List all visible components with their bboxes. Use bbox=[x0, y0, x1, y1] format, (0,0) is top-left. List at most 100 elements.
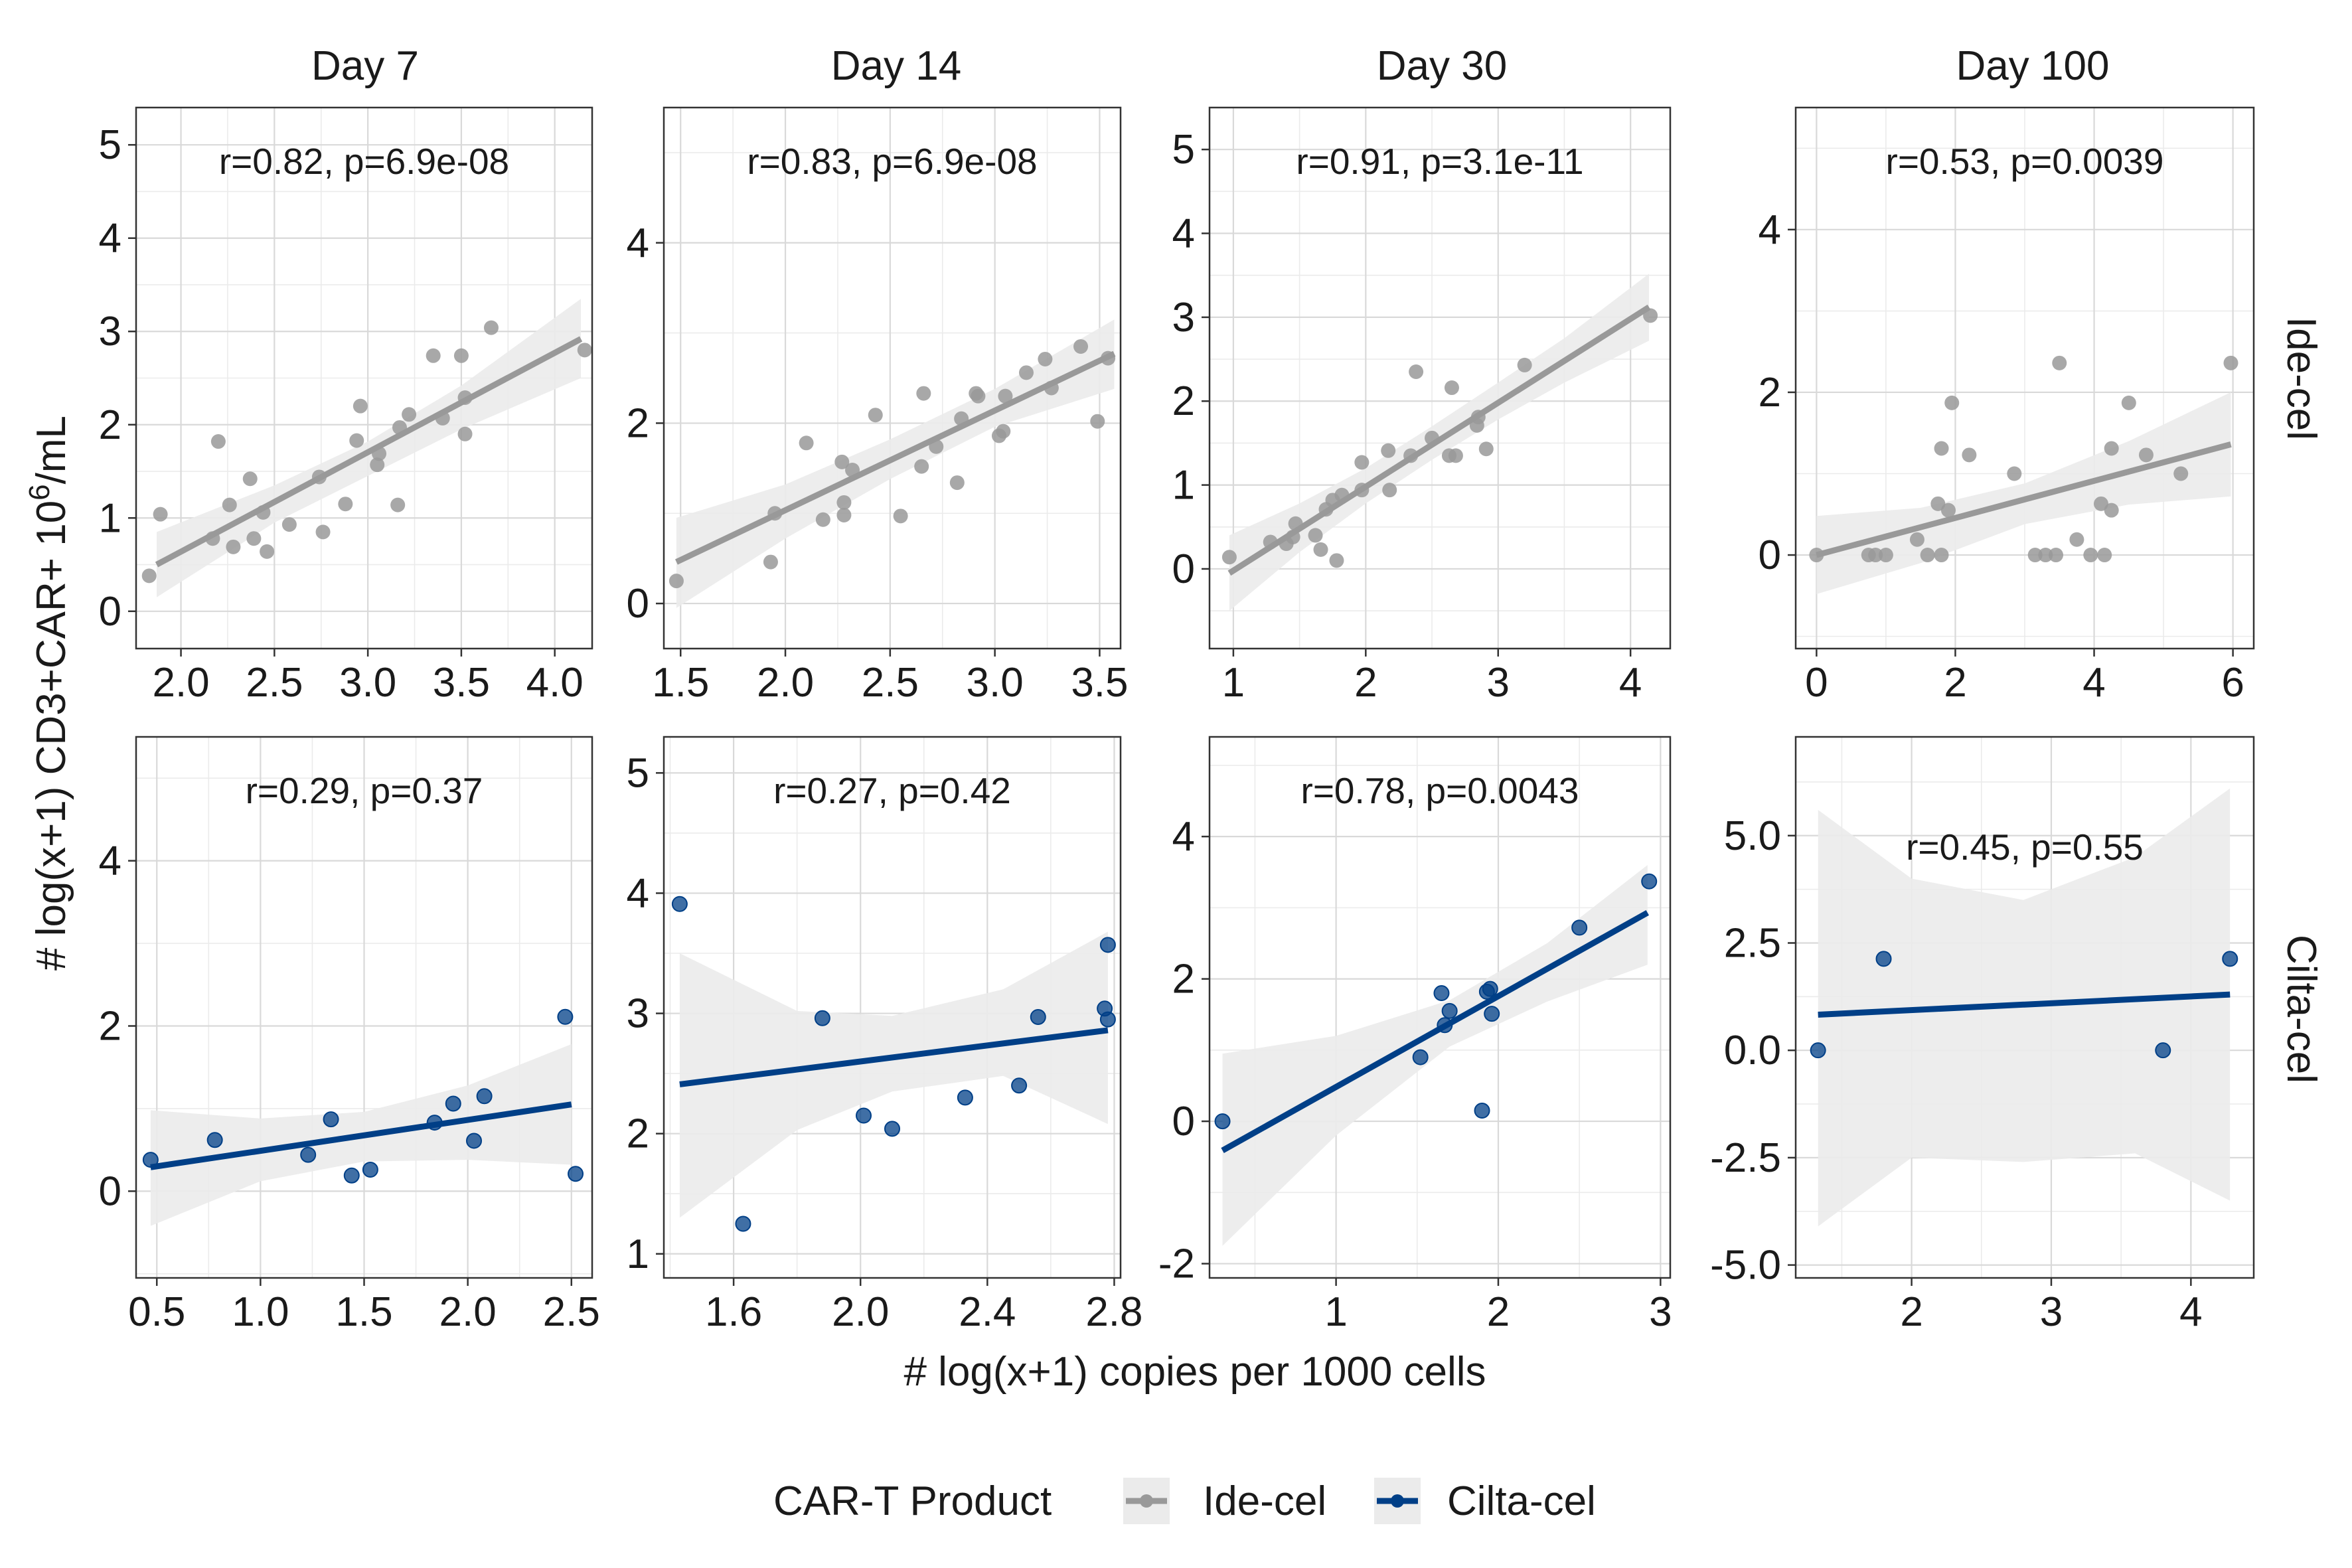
data-point bbox=[300, 1146, 317, 1163]
panel-border bbox=[1208, 736, 1672, 1279]
x-tick-label: 1.0 bbox=[232, 1289, 289, 1335]
x-tick-label: 2.5 bbox=[862, 660, 919, 706]
y-tick-label: 0 bbox=[99, 589, 121, 635]
data-point bbox=[834, 454, 850, 469]
y-axis-title-superscript: 6 bbox=[23, 484, 56, 500]
data-point bbox=[2104, 503, 2119, 518]
data-point bbox=[153, 507, 168, 522]
data-point bbox=[226, 539, 241, 554]
x-tick-label: 2.4 bbox=[959, 1289, 1016, 1335]
data-point bbox=[1962, 447, 1977, 463]
data-point bbox=[1810, 1042, 1826, 1059]
panel-border bbox=[663, 106, 1122, 650]
panel-border bbox=[1794, 736, 2255, 1279]
confidence-band bbox=[1222, 865, 1648, 1246]
data-point bbox=[2173, 466, 2189, 481]
x-tick-label: 4 bbox=[1619, 660, 1642, 706]
data-point bbox=[1641, 873, 1658, 890]
strip-label-day-100: Day 100 bbox=[1956, 43, 2110, 89]
panel-plot-area bbox=[1796, 737, 2254, 1278]
panel-ide-cel-day-100: r=0.53, p=0.0039 0 2 4 6 0 2 4 bbox=[1759, 106, 2255, 706]
data-point bbox=[1571, 919, 1588, 936]
data-point bbox=[884, 1121, 900, 1137]
data-point bbox=[1868, 548, 1883, 563]
data-point bbox=[206, 1132, 223, 1148]
data-point bbox=[338, 497, 353, 512]
data-point bbox=[1018, 365, 1034, 380]
data-point bbox=[483, 320, 499, 335]
panel-cilta-cel-day-14: r=0.27, p=0.42 1.6 2.0 2.4 2.8 1 2 3 4 5 bbox=[627, 736, 1143, 1335]
data-point bbox=[466, 1133, 483, 1149]
regression-line bbox=[1227, 304, 1651, 576]
data-point bbox=[281, 517, 297, 532]
x-tick-label: 6 bbox=[2221, 660, 2244, 706]
data-point bbox=[1920, 548, 1935, 563]
data-point bbox=[2083, 548, 2098, 563]
data-point bbox=[1412, 1049, 1429, 1065]
data-point bbox=[893, 509, 908, 524]
data-point bbox=[457, 426, 473, 441]
x-tick-label: 2.0 bbox=[832, 1289, 889, 1335]
x-tick-label: 2 bbox=[1487, 1289, 1510, 1335]
x-tick-label: 3.0 bbox=[339, 660, 396, 706]
y-tick-label: 0.0 bbox=[1724, 1028, 1781, 1073]
data-point bbox=[1038, 351, 1053, 366]
panel-cilta-cel-day-7: r=0.29, p=0.37 0.5 1.0 1.5 2.0 2.5 0 2 4 bbox=[99, 736, 600, 1335]
x-tick-label: 4.0 bbox=[526, 660, 584, 706]
x-tick-label: 3.0 bbox=[967, 660, 1024, 706]
y-tick-label: 5 bbox=[1172, 127, 1195, 173]
data-point bbox=[1433, 985, 1450, 1002]
data-point bbox=[323, 1111, 339, 1128]
legend-key-point bbox=[1140, 1494, 1153, 1508]
data-point bbox=[1930, 496, 1946, 511]
data-point bbox=[2121, 395, 2136, 410]
x-tick-label: 2.5 bbox=[246, 660, 303, 706]
x-tick-label: 3 bbox=[1487, 660, 1510, 706]
data-point bbox=[1517, 357, 1532, 372]
data-point bbox=[2027, 548, 2043, 563]
data-point bbox=[868, 408, 883, 423]
y-tick-label: 4 bbox=[1172, 211, 1195, 257]
panel-border bbox=[663, 736, 1122, 1279]
x-tick-label: 3 bbox=[1649, 1289, 1672, 1335]
data-point bbox=[246, 531, 262, 546]
strip-label-day-30: Day 30 bbox=[1377, 43, 1507, 89]
data-point bbox=[1444, 380, 1459, 396]
legend-key-point bbox=[1391, 1494, 1404, 1508]
y-tick-label: 1 bbox=[627, 1231, 649, 1277]
data-point bbox=[260, 544, 275, 559]
x-tick-label: 4 bbox=[2179, 1289, 2202, 1335]
data-point bbox=[2223, 355, 2238, 370]
data-point bbox=[2222, 951, 2238, 967]
y-tick-label: 0 bbox=[1759, 532, 1781, 578]
correlation-annotation: r=0.53, p=0.0039 bbox=[1886, 141, 2164, 182]
legend-title: CAR-T Product bbox=[773, 1478, 1052, 1524]
y-tick-label: -2.5 bbox=[1710, 1135, 1781, 1181]
data-point bbox=[916, 386, 931, 401]
y-tick-label: 2 bbox=[627, 1111, 649, 1157]
legend-label-cilta-cel: Cilta-cel bbox=[1447, 1478, 1596, 1524]
data-point bbox=[1909, 532, 1924, 547]
data-point bbox=[557, 1008, 574, 1025]
data-point bbox=[1329, 553, 1344, 568]
data-point bbox=[390, 497, 406, 512]
y-tick-label: 4 bbox=[1759, 207, 1781, 253]
x-tick-label: 4 bbox=[2082, 660, 2105, 706]
y-tick-label: 2 bbox=[99, 402, 121, 448]
data-point bbox=[426, 348, 441, 363]
panel-plot-area bbox=[1210, 737, 1670, 1278]
data-point bbox=[799, 435, 814, 451]
data-point bbox=[1934, 548, 1949, 563]
x-tick-label: 2.0 bbox=[152, 660, 209, 706]
data-point bbox=[242, 471, 258, 487]
data-point bbox=[343, 1167, 360, 1184]
y-tick-label: 1 bbox=[1172, 463, 1195, 509]
panel-ide-cel-day-30: r=0.91, p=3.1e-11 1 2 3 4 0 1 2 3 4 5 bbox=[1172, 106, 1672, 706]
data-point bbox=[577, 343, 592, 358]
panel-border bbox=[135, 106, 593, 650]
y-axis-title: # log(x+1) CD3+CAR+ 106/mL bbox=[23, 416, 74, 971]
x-tick-label: 3.5 bbox=[1071, 660, 1128, 706]
x-axis-title: # log(x+1) copies per 1000 cells bbox=[903, 1349, 1486, 1395]
x-tick-label: 1 bbox=[1324, 1289, 1347, 1335]
data-point bbox=[957, 1089, 973, 1106]
